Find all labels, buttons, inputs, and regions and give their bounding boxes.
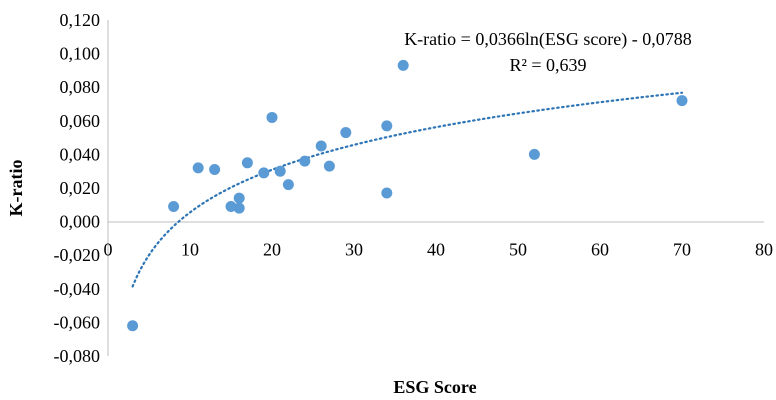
- y-tick-label: 0,020: [60, 178, 101, 198]
- data-point: [209, 164, 221, 176]
- y-tick-labels: 0,120 0,100 0,080 0,060 0,040 0,020 0,000 -0,02…: [54, 10, 101, 366]
- data-point: [233, 192, 245, 204]
- data-point: [225, 200, 237, 212]
- y-tick-label: 0,080: [60, 77, 101, 97]
- data-point: [299, 155, 311, 167]
- data-point: [192, 162, 204, 174]
- y-tick-label: -0,040: [54, 279, 101, 299]
- x-tick-label: 50: [509, 240, 527, 260]
- data-point: [241, 157, 253, 169]
- data-point: [274, 165, 286, 177]
- x-tick-label: 10: [181, 240, 199, 260]
- x-tick-label: 20: [263, 240, 281, 260]
- y-tick-label: 0,100: [60, 44, 101, 64]
- data-point: [676, 95, 688, 107]
- x-tick-label: 30: [345, 240, 363, 260]
- data-point: [340, 127, 352, 139]
- y-tick-label: 0,120: [60, 10, 101, 30]
- trendline: [131, 91, 684, 288]
- data-point: [381, 187, 393, 199]
- x-tick-label: 40: [427, 240, 445, 260]
- x-tick-label: 70: [673, 240, 691, 260]
- x-tick-label: 80: [755, 240, 773, 260]
- data-point: [315, 140, 327, 152]
- data-point: [381, 120, 393, 132]
- y-tick-label: -0,020: [54, 245, 101, 265]
- data-point: [127, 320, 139, 332]
- data-point: [266, 111, 278, 123]
- data-point: [258, 167, 270, 179]
- y-tick-label: -0,080: [54, 346, 101, 366]
- y-tick-label: -0,060: [54, 312, 101, 332]
- data-point: [323, 160, 335, 172]
- x-tick-labels: 0 10 20 30 40 50 60 70 80: [104, 240, 774, 260]
- data-point: [168, 200, 180, 212]
- y-tick-label: 0,060: [60, 111, 101, 131]
- data-point: [528, 148, 540, 160]
- data-point: [397, 59, 409, 71]
- data-point: [233, 202, 245, 214]
- y-tick-label: 0,000: [60, 212, 101, 232]
- y-axis-title: K-ratio: [6, 160, 26, 217]
- data-points: [127, 59, 688, 332]
- r-squared-label: R² = 0,639: [509, 55, 586, 75]
- data-point: [282, 179, 294, 191]
- x-tick-label: 0: [104, 240, 113, 260]
- x-tick-label: 60: [591, 240, 609, 260]
- y-tick-label: 0,040: [60, 144, 101, 164]
- x-axis-title: ESG Score: [393, 377, 476, 397]
- trendline-equation: K-ratio = 0,0366ln(ESG score) - 0,0788: [404, 29, 692, 50]
